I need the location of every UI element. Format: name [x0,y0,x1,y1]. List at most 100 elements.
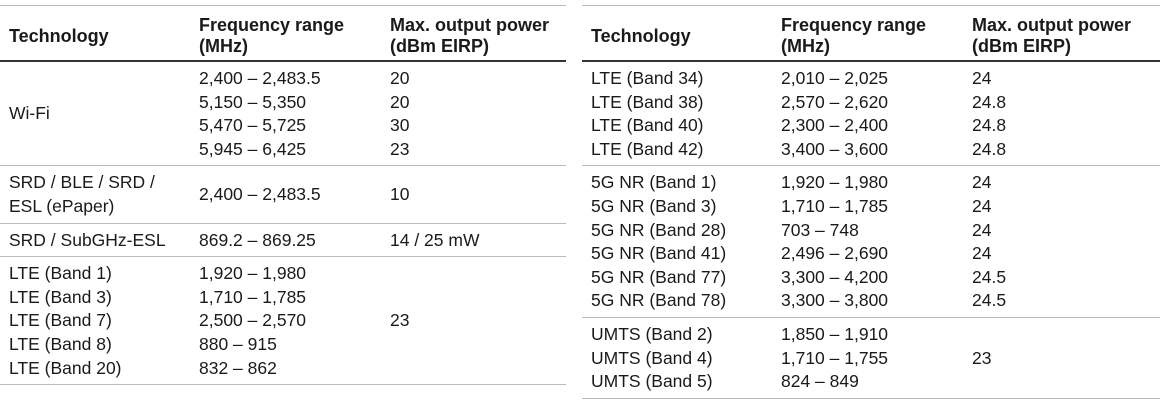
cell-line: LTE (Band 40) [591,115,704,136]
cell-line: 24 [972,172,992,193]
cell-line: (dBm EIRP) [972,36,1071,56]
cell-line: 5,470 – 5,725 [199,115,307,136]
cell-line: 10 [390,184,410,205]
cell-line: LTE (Band 38) [591,91,704,112]
cell-line: 23 [390,310,410,331]
table-cell: 2,400 – 2,483.5 5,150 – 5,350 5,470 – 5,72… [199,67,390,161]
cell-line: 1,710 – 1,755 [781,347,889,368]
cell-line: 832 – 862 [199,357,277,378]
table: Technology Frequency range (MHz) Max. outpu… [582,5,1160,399]
table-cell: UMTS (Band 2) UMTS (Band 4) UMTS (Band 5) [582,323,781,394]
cell-line: 5,150 – 5,350 [199,91,307,112]
table-cell: 10 [390,183,566,207]
cell-line: 24.8 [972,91,1007,112]
cell-line: ESL (ePaper) [9,195,115,216]
cell-line: Technology [9,25,109,46]
cell-line: LTE (Band 1) [9,263,112,284]
cell-line: Max. output power [390,15,549,35]
cell-line: 880 – 915 [199,333,277,354]
cell-line: 5G NR (Band 28) [591,219,727,240]
table-row: Wi-Fi 2,400 – 2,483.5 5,150 – 5,350 5,470 –… [0,62,566,167]
cell-line: (MHz) [199,36,248,56]
cell-line: 24 [972,219,992,240]
table-cell: 2,400 – 2,483.5 [199,183,390,207]
table-cell: 14 / 25 mW [390,229,566,253]
cell-line: 1,920 – 1,980 [199,263,307,284]
cell-line: SRD / BLE / SRD / [9,172,155,193]
table-cell: LTE (Band 1) LTE (Band 3) LTE (Band 7) LTE … [0,262,199,380]
table-cell: 1,850 – 1,910 1,710 – 1,755 824 – 849 [781,323,972,394]
cell-line: UMTS (Band 2) [591,323,713,344]
cell-line: SRD / SubGHz-ESL [9,229,166,250]
table-cell: Wi-Fi [0,102,199,126]
cell-line: 24 [972,68,992,88]
cell-line: 2,570 – 2,620 [781,91,889,112]
cell-line: 14 / 25 mW [390,229,480,250]
cell-line: Wi-Fi [9,103,50,124]
cell-line: (MHz) [781,36,830,56]
header-row: Technology Frequency range (MHz) Max. outpu… [0,5,566,62]
cell-line: LTE (Band 34) [591,68,704,88]
table: Technology Frequency range (MHz) Max. outpu… [0,5,566,386]
cell-line: 23 [390,138,410,159]
cell-line: 5G NR (Band 3) [591,195,717,216]
cell-line: 824 – 849 [781,371,859,392]
table-cell: 23 [390,309,566,333]
cell-line: 2,496 – 2,690 [781,243,889,264]
table-cell: Max. output power (dBm EIRP) [972,15,1160,57]
cell-line: 24 [972,243,992,264]
header-row: Technology Frequency range (MHz) Max. outpu… [582,5,1160,62]
cell-line: 1,920 – 1,980 [781,172,889,193]
cell-line: 24.5 [972,290,1007,311]
cell-line: Max. output power [972,15,1131,35]
table-cell: 5G NR (Band 1) 5G NR (Band 3) 5G NR (Band … [582,171,781,313]
table-cell: Max. output power (dBm EIRP) [390,15,566,57]
cell-line: 1,850 – 1,910 [781,323,889,344]
table-cell: 1,920 – 1,980 1,710 – 1,785 2,500 – 2,570 8… [199,262,390,380]
cell-line: 2,500 – 2,570 [199,310,307,331]
cell-line: 24.5 [972,266,1007,287]
cell-line: LTE (Band 7) [9,310,112,331]
table-row: 5G NR (Band 1) 5G NR (Band 3) 5G NR (Band … [582,166,1160,318]
cell-line: 5G NR (Band 41) [591,243,727,264]
cell-line: (dBm EIRP) [390,36,489,56]
cell-line: 2,300 – 2,400 [781,115,889,136]
table-cell: 20 20 30 23 [390,67,566,161]
cell-line: 24 [972,195,992,216]
cell-line: 3,300 – 4,200 [781,266,889,287]
table-cell: 2,010 – 2,025 2,570 – 2,620 2,300 – 2,400 3… [781,67,972,161]
table-cell: Technology [582,26,781,47]
cell-line: LTE (Band 8) [9,333,112,354]
table-row: UMTS (Band 2) UMTS (Band 4) UMTS (Band 5) 1… [582,318,1160,399]
cell-line: 20 [390,91,410,112]
cell-line: 5G NR (Band 1) [591,172,717,193]
cell-line: LTE (Band 42) [591,138,704,159]
cell-line: 1,710 – 1,785 [781,195,889,216]
table-row: SRD / SubGHz-ESL 869.2 – 869.25 14 / 25 mW [0,224,566,258]
cell-line: 869.2 – 869.25 [199,229,316,250]
cell-line: 23 [972,347,992,368]
cell-line: 24.8 [972,138,1007,159]
cell-line: 1,710 – 1,785 [199,286,307,307]
table-row: LTE (Band 1) LTE (Band 3) LTE (Band 7) LTE … [0,257,566,386]
table-cell: 23 [972,347,1160,371]
table-row: SRD / BLE / SRD / ESL (ePaper) 2,400 – 2,4… [0,166,566,224]
table-row: LTE (Band 34) LTE (Band 38) LTE (Band 40) L… [582,62,1160,167]
cell-line: 2,400 – 2,483.5 [199,68,321,88]
table-cell: Frequency range (MHz) [781,15,972,57]
table-cell: 869.2 – 869.25 [199,229,390,253]
table-cell: LTE (Band 34) LTE (Band 38) LTE (Band 40) L… [582,67,781,161]
table-cell: SRD / BLE / SRD / ESL (ePaper) [0,171,199,218]
cell-line: LTE (Band 20) [9,357,122,378]
table-cell: Technology [0,26,199,47]
cell-line: 703 – 748 [781,219,859,240]
cell-line: 2,010 – 2,025 [781,68,889,88]
cell-line: LTE (Band 3) [9,286,112,307]
cell-line: 20 [390,68,410,88]
cell-line: UMTS (Band 5) [591,371,713,392]
cell-line: 5G NR (Band 77) [591,266,727,287]
table-cell: SRD / SubGHz-ESL [0,229,199,253]
cell-line: 30 [390,115,410,136]
cell-line: 5G NR (Band 78) [591,290,727,311]
